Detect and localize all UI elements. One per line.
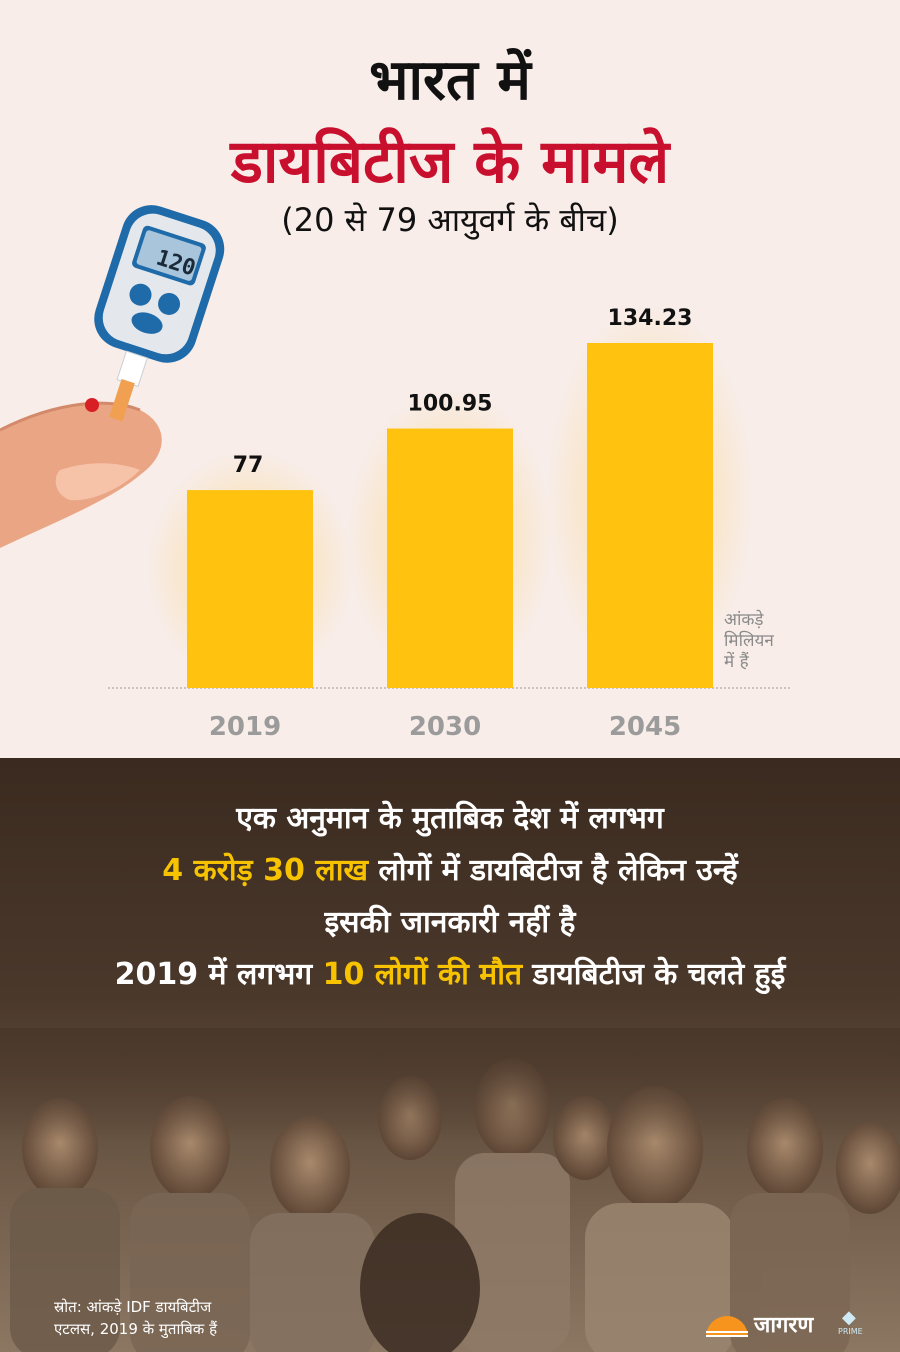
fact-text: 2019 में लगभग [114,957,323,992]
bar-2045 [587,343,713,688]
source-line-1: स्रोत: आंकड़े IDF डायबिटीज [54,1298,212,1316]
sun-logo-icon [706,1316,748,1337]
fact-line-2: 4 करोड़ 30 लाख लोगों में डायबिटीज है लेक… [0,848,900,889]
finger-illustration [0,398,162,548]
logo-sub: PRIME [838,1327,863,1336]
fact-text: डायबिटीज के चलते हुई [522,957,786,992]
fact-text: लोगों में डायबिटीज है लेकिन उन्हें [368,853,738,888]
facts-section: एक अनुमान के मुताबिक देश में लगभग 4 करोड… [0,758,900,1352]
title-line-2: डायबिटीज के मामले [230,127,670,197]
bar-2019 [187,490,313,688]
fact-highlight: 10 लोगों की मौत [322,957,523,992]
subtitle: (20 से 79 आयुवर्ग के बीच) [281,201,619,239]
blood-drop-icon [85,398,99,412]
jagran-logo: जागरण ◆ PRIME [702,1307,872,1341]
fact-line-3: इसकी जानकारी नहीं है [324,905,576,940]
unit-note: आंकड़े मिलियन में हैं [724,610,774,673]
glucose-meter-icon: 120 [94,205,225,422]
data-label: 77 [233,453,264,478]
source-note: स्रोत: आंकड़े IDF डायबिटीज एटलस, 2019 के… [54,1296,217,1340]
fact-line-1: एक अनुमान के मुताबिक देश में लगभग [236,801,664,836]
unit-note-line: आंकड़े [724,610,764,630]
logo-text: जागरण [754,1313,814,1338]
x-tick-label: 2045 [609,712,681,742]
fact-line-4: 2019 में लगभग 10 लोगों की मौत डायबिटीज क… [0,952,900,993]
crowd-photo [0,1028,900,1352]
chart-section: भारत में डायबिटीज के मामले (20 से 79 आयु… [0,0,900,758]
data-label: 134.23 [608,306,693,331]
fact-highlight: 4 करोड़ 30 लाख [162,853,369,888]
bar-2030 [387,428,513,688]
unit-note-line: में हैं [724,652,749,672]
diamond-icon: ◆ [842,1307,856,1328]
title-line-1: भारत में [369,48,531,113]
data-label: 100.95 [408,392,493,417]
x-tick-label: 2030 [409,712,481,742]
unit-note-line: मिलियन [724,631,774,651]
source-line-2: एटलस, 2019 के मुताबिक हैं [54,1320,218,1338]
bar-chart: 120 77 2019 100.95 2030 134.23 2045 [0,205,792,742]
x-tick-label: 2019 [209,712,281,742]
